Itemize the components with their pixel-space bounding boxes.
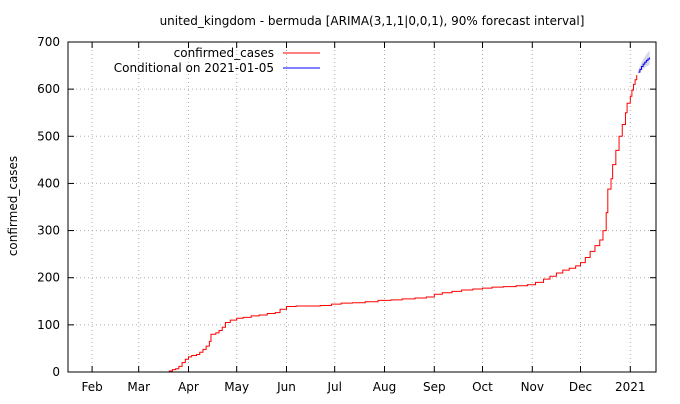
- y-tick-label: 500: [37, 129, 60, 143]
- series-line-0: [166, 75, 638, 373]
- y-tick-label: 200: [37, 271, 60, 285]
- series-line-1: [638, 57, 651, 73]
- x-tick-label: Jun: [276, 380, 296, 394]
- y-tick-label: 300: [37, 224, 60, 238]
- y-tick-label: 700: [37, 35, 60, 49]
- y-tick-label: 400: [37, 176, 60, 190]
- legend-label: confirmed_cases: [174, 46, 274, 60]
- x-tick-label: May: [224, 380, 249, 394]
- grid: [68, 42, 656, 372]
- axis-ticks: 0 100 200 300 400 500 600 700 Feb Mar Apr May Jun Jul…: [37, 35, 656, 394]
- plot-frame: [67, 41, 657, 373]
- x-tick-label: Feb: [81, 380, 102, 394]
- y-tick-label: 600: [37, 82, 60, 96]
- x-tick-label: Dec: [569, 380, 592, 394]
- x-tick-label: Aug: [373, 380, 396, 394]
- x-tick-label: Sep: [423, 380, 446, 394]
- legend-label: Conditional on 2021-01-05: [114, 61, 274, 75]
- chart-title: united_kingdom - bermuda [ARIMA(3,1,1|0,…: [160, 14, 585, 28]
- x-tick-label: 2021: [615, 380, 646, 394]
- x-tick-label: Oct: [472, 380, 493, 394]
- y-tick-label: 100: [37, 318, 60, 332]
- x-tick-label: Jul: [326, 380, 341, 394]
- x-tick-label: Apr: [178, 380, 199, 394]
- x-tick-label: Nov: [521, 380, 544, 394]
- y-axis-label: confirmed_cases: [6, 156, 20, 256]
- y-tick-label: 0: [52, 365, 60, 379]
- series-lines: [166, 57, 651, 373]
- x-tick-label: Mar: [127, 380, 150, 394]
